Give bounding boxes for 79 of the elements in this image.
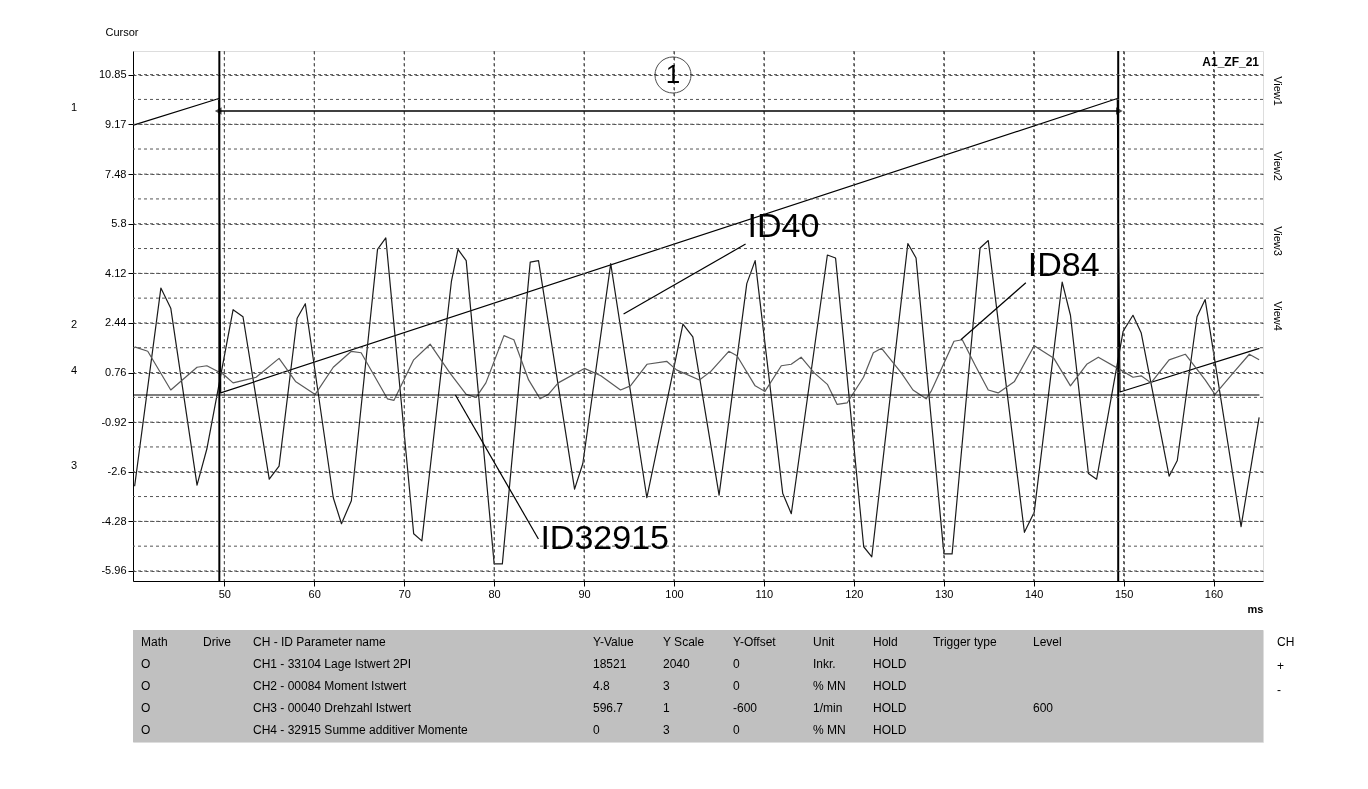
text: HOLD xyxy=(873,723,907,737)
y-axis-title: Cursor xyxy=(105,25,139,38)
x-tick-label: 110 xyxy=(755,587,774,600)
y-tick-label: 0.76 xyxy=(105,366,127,379)
y-tick-label: -4.28 xyxy=(101,514,127,527)
text: 4 xyxy=(71,364,78,376)
text: CH - ID Parameter name xyxy=(253,635,387,649)
text: O xyxy=(141,723,151,737)
text: 2 xyxy=(71,318,78,330)
text: View2 xyxy=(1272,151,1284,181)
annotation: ID40 xyxy=(747,206,820,245)
text: 3 xyxy=(663,723,670,737)
x-tick-label: 70 xyxy=(398,587,411,600)
text: Unit xyxy=(813,635,836,649)
text: 3 xyxy=(71,459,78,471)
text: CH3 - 00040 Drehzahl Istwert xyxy=(253,701,412,715)
text: 1 xyxy=(71,101,78,113)
text: 18521 xyxy=(593,657,627,671)
text: Y-Offset xyxy=(733,635,777,649)
y-tick-label: 10.85 xyxy=(98,68,127,81)
text: O xyxy=(141,679,151,693)
annotation: A1_ZF_21 xyxy=(1202,55,1260,69)
y-tick-label: 7.48 xyxy=(105,167,127,180)
text: Trigger type xyxy=(933,635,997,649)
text: Hold xyxy=(873,635,898,649)
text: Y-Value xyxy=(593,635,635,649)
y-tick-label: 2.44 xyxy=(105,316,127,329)
y-tick-label: -2.6 xyxy=(107,465,127,478)
x-tick-label: 100 xyxy=(665,587,684,600)
annotation: ID32915 xyxy=(540,517,669,556)
text: HOLD xyxy=(873,701,907,715)
x-tick-label: 120 xyxy=(845,587,864,600)
text: View1 xyxy=(1272,76,1284,106)
text: 0 xyxy=(593,723,600,737)
text: -600 xyxy=(733,701,758,715)
y-tick-label: -0.92 xyxy=(101,415,127,428)
x-axis-title: ms xyxy=(1247,602,1264,615)
text: Math xyxy=(141,635,168,649)
text: 3 xyxy=(663,679,670,693)
x-tick-label: 130 xyxy=(935,587,954,600)
annotation: ID84 xyxy=(1027,244,1100,283)
text: CH xyxy=(1277,635,1295,649)
text: % MN xyxy=(813,723,846,737)
text: 1/min xyxy=(813,701,843,715)
y-tick-label: 4.12 xyxy=(105,266,127,279)
text: 4.8 xyxy=(593,679,611,693)
text: % MN xyxy=(813,679,846,693)
text: CH1 - 33104 Lage Istwert 2PI xyxy=(253,657,412,671)
y-tick-label: -5.96 xyxy=(101,564,127,577)
text: - xyxy=(1277,683,1281,697)
text: HOLD xyxy=(873,679,907,693)
text: View4 xyxy=(1272,301,1284,331)
text: Level xyxy=(1033,635,1062,649)
text: 1 xyxy=(663,701,670,715)
text: 0 xyxy=(733,657,740,671)
text: Y Scale xyxy=(663,635,705,649)
y-tick-label: 9.17 xyxy=(105,117,127,130)
x-tick-label: 90 xyxy=(578,587,591,600)
x-tick-label: 50 xyxy=(218,587,231,600)
x-tick-label: 160 xyxy=(1204,587,1224,600)
text: Inkr. xyxy=(813,657,836,671)
text: 0 xyxy=(733,723,740,737)
text: 600 xyxy=(1033,701,1054,715)
text: Drive xyxy=(203,635,232,649)
text: View3 xyxy=(1272,226,1284,256)
y-tick-label: 5.8 xyxy=(111,217,127,230)
text: O xyxy=(141,657,151,671)
x-tick-label: 80 xyxy=(488,587,501,600)
text: 2040 xyxy=(663,657,691,671)
text: CH2 - 00084 Moment Istwert xyxy=(253,679,408,693)
x-tick-label: 150 xyxy=(1114,587,1134,600)
text: + xyxy=(1277,659,1285,673)
text: HOLD xyxy=(873,657,907,671)
text: O xyxy=(141,701,151,715)
text: 0 xyxy=(733,679,740,693)
x-tick-label: 140 xyxy=(1024,587,1044,600)
text: 596.7 xyxy=(593,701,624,715)
text: CH4 - 32915 Summe additiver Momente xyxy=(253,723,469,737)
x-tick-label: 60 xyxy=(308,587,321,600)
